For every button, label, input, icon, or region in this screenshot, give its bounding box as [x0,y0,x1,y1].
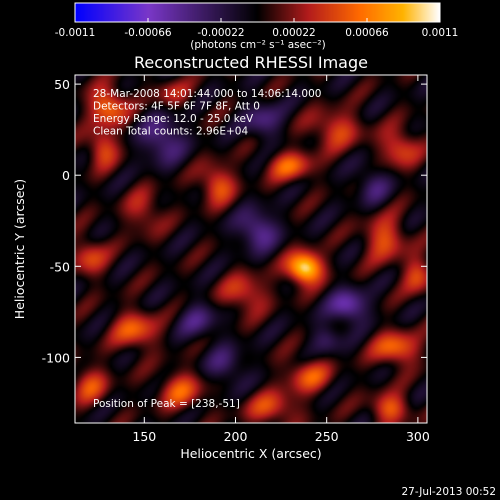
colorbar-tick-label: 0.0011 [422,27,459,39]
colorbar-gradient [75,3,440,22]
y-axis-label: Heliocentric Y (arcsec) [12,179,27,319]
colorbar-ticks: -0.0011 -0.00066 -0.00022 0.00022 0.00066 0.0… [55,18,459,39]
colorbar-tick-label: 0.00066 [345,27,389,39]
peak-position-label: Position of Peak = [238,-51] [93,398,240,410]
colorbar: -0.0011 -0.00066 -0.00022 0.00022 0.00066 0.0… [55,2,459,51]
x-tick-label: 150 [132,429,156,444]
colorbar-unit-label: (photons cm⁻² s⁻¹ asec⁻²) [190,39,325,51]
plot-area: 150 200 250 300 -100 -50 0 50 28-Mar-2008 14:0… [42,74,430,444]
y-tick-label: 50 [54,77,70,92]
x-tick-label: 250 [315,429,339,444]
colorbar-frame [74,2,441,23]
y-tick-label: 0 [62,168,70,183]
y-tick-label: -50 [50,259,70,274]
colorbar-tick-label: -0.00066 [124,27,172,39]
chart-title: Reconstructed RHESSI Image [134,53,368,72]
footer-date: 27-Jul-2013 00:52 [401,486,496,498]
colorbar-tick-label: 0.00022 [272,27,315,39]
annotation-time: 28-Mar-2008 14:01:44.000 to 14:06:14.000 [93,88,321,100]
annotation-block: 28-Mar-2008 14:01:44.000 to 14:06:14.000… [93,88,321,138]
y-tick-label: -100 [42,350,70,365]
annotation-clean-counts: Clean Total counts: 2.96E+04 [93,126,248,138]
x-axis-ticks: 150 200 250 300 [132,75,430,444]
x-tick-label: 300 [406,429,430,444]
y-axis-ticks: -100 -50 0 50 [42,77,427,365]
colorbar-tick-label: -0.0011 [55,27,96,39]
plot-frame [74,74,428,424]
heatmap-image [75,75,427,423]
annotation-energy: Energy Range: 12.0 - 25.0 keV [93,113,254,125]
x-axis-label: Heliocentric X (arcsec) [180,446,321,461]
colorbar-tick-label: -0.00022 [197,27,244,39]
annotation-detectors: Detectors: 4F 5F 6F 7F 8F, Att 0 [93,101,260,113]
x-tick-label: 200 [224,429,248,444]
